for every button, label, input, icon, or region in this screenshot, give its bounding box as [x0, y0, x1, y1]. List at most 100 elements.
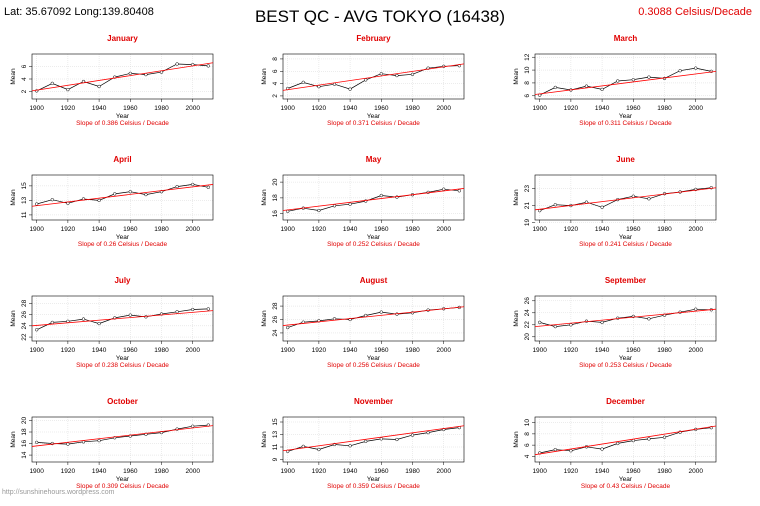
february-slope-label: Slope of 0.371 Celsius / Decade: [327, 120, 420, 127]
march-data-point: [584, 84, 589, 88]
october-series-line: [36, 424, 209, 445]
may-x-tick-label: 1960: [374, 226, 389, 233]
may-data-point: [457, 189, 461, 193]
june-x-tick-label: 1920: [564, 226, 579, 233]
november-data-point: [410, 433, 415, 437]
december-trend-line: [534, 425, 717, 456]
september-x-axis-label: Year: [619, 355, 633, 362]
may-x-axis-label: Year: [367, 234, 381, 241]
october-x-axis-label: Year: [116, 476, 130, 483]
february-x-tick-label: 1960: [374, 105, 389, 112]
december-data-point: [553, 447, 557, 452]
november-data-point: [301, 444, 305, 449]
august-x-tick-label: 2000: [436, 347, 451, 354]
september-chart-title: September: [605, 276, 646, 285]
november-x-tick-label: 2000: [436, 468, 451, 475]
november-x-tick-label: 1900: [280, 468, 295, 475]
august-x-tick-label: 1920: [312, 347, 327, 354]
september-data-point: [647, 317, 651, 321]
december-x-tick-label: 1960: [626, 468, 641, 475]
may-y-tick-label: 18: [272, 194, 279, 202]
december-x-tick-label: 2000: [688, 468, 703, 475]
january-x-tick-label: 1940: [92, 105, 107, 112]
april-y-tick-label: 11: [21, 211, 28, 218]
march-x-tick-label: 1900: [532, 105, 547, 112]
june-chart-title: June: [616, 155, 635, 164]
coordinates-label: Lat: 35.67092 Long:139.80408: [4, 6, 154, 18]
september-x-tick-label: 1980: [657, 347, 672, 354]
october-x-tick-label: 1900: [29, 468, 44, 475]
november-data-point: [348, 444, 352, 448]
march-chart-title: March: [614, 34, 638, 43]
january-data-point: [175, 62, 179, 66]
watermark-url: http://sunshinehours.wordpress.com: [2, 489, 115, 496]
march-data-point: [631, 78, 635, 82]
august-y-axis-label: Mean: [261, 310, 268, 327]
may-data-point: [379, 193, 383, 198]
september-data-point: [538, 320, 542, 325]
february-data-point: [301, 80, 305, 85]
june-data-point: [647, 197, 651, 201]
october-y-tick-label: 14: [21, 451, 28, 459]
march-y-tick-label: 12: [524, 53, 531, 61]
june-data-point: [553, 203, 557, 207]
february-x-tick-label: 2000: [436, 105, 451, 112]
october-data-point: [66, 442, 70, 446]
december-x-tick-label: 1980: [657, 468, 672, 475]
january-plot-frame: [31, 53, 214, 100]
september-series-line: [539, 308, 712, 327]
october-y-tick-label: 18: [21, 428, 28, 436]
september-data-point: [553, 324, 557, 329]
october-x-tick-label: 1980: [154, 468, 169, 475]
april-y-axis-label: Mean: [10, 189, 17, 206]
july-trend-line: [31, 310, 214, 327]
page-title: BEST QC - AVG TOKYO (16438): [254, 7, 506, 26]
overall-slope-label: 0.3088 Celsius/Decade: [638, 6, 752, 18]
july-data-point: [175, 310, 179, 314]
march-x-tick-label: 1940: [595, 105, 610, 112]
october-y-tick-label: 16: [21, 440, 28, 448]
july-slope-label: Slope of 0.238 Celsius / Decade: [76, 362, 169, 369]
february-y-tick-label: 2: [272, 94, 279, 98]
july-data-point: [81, 317, 86, 321]
november-data-point: [395, 437, 399, 442]
may-data-point: [348, 202, 352, 206]
december-y-axis-label: Mean: [513, 431, 520, 448]
october-x-tick-label: 2000: [185, 468, 200, 475]
november-x-axis-label: Year: [367, 476, 381, 483]
february-x-tick-label: 1920: [312, 105, 327, 112]
august-x-tick-label: 1960: [374, 347, 389, 354]
february-data-point: [317, 85, 321, 89]
november-slope-label: Slope of 0.359 Celsius / Decade: [327, 483, 420, 490]
january-y-tick-label: 4: [21, 77, 28, 81]
july-data-point: [35, 328, 39, 332]
june-trend-line: [534, 187, 717, 211]
october-x-tick-label: 1920: [61, 468, 76, 475]
april-data-point: [175, 184, 179, 189]
april-x-tick-label: 1960: [123, 226, 138, 233]
september-x-tick-label: 1960: [626, 347, 641, 354]
december-y-tick-label: 8: [524, 432, 531, 436]
july-x-tick-label: 1900: [29, 347, 44, 354]
august-chart-title: August: [360, 276, 388, 285]
december-plot-frame: [534, 416, 717, 463]
september-y-tick-label: 20: [524, 333, 531, 341]
december-x-axis-label: Year: [619, 476, 633, 483]
november-x-tick-label: 1980: [405, 468, 420, 475]
august-x-tick-label: 1900: [280, 347, 295, 354]
august-y-tick-label: 26: [272, 316, 279, 324]
january-chart-title: January: [107, 34, 138, 43]
april-data-point: [50, 198, 54, 202]
april-data-point: [191, 182, 195, 187]
september-data-point: [569, 323, 573, 327]
november-chart-title: November: [354, 397, 393, 406]
february-y-axis-label: Mean: [261, 68, 268, 85]
january-data-point: [97, 84, 101, 89]
september-y-tick-label: 24: [524, 309, 531, 317]
january-series-line: [36, 63, 209, 92]
june-x-axis-label: Year: [619, 234, 633, 241]
june-x-tick-label: 1900: [532, 226, 547, 233]
august-y-tick-label: 28: [272, 302, 279, 310]
december-y-tick-label: 6: [524, 443, 531, 447]
